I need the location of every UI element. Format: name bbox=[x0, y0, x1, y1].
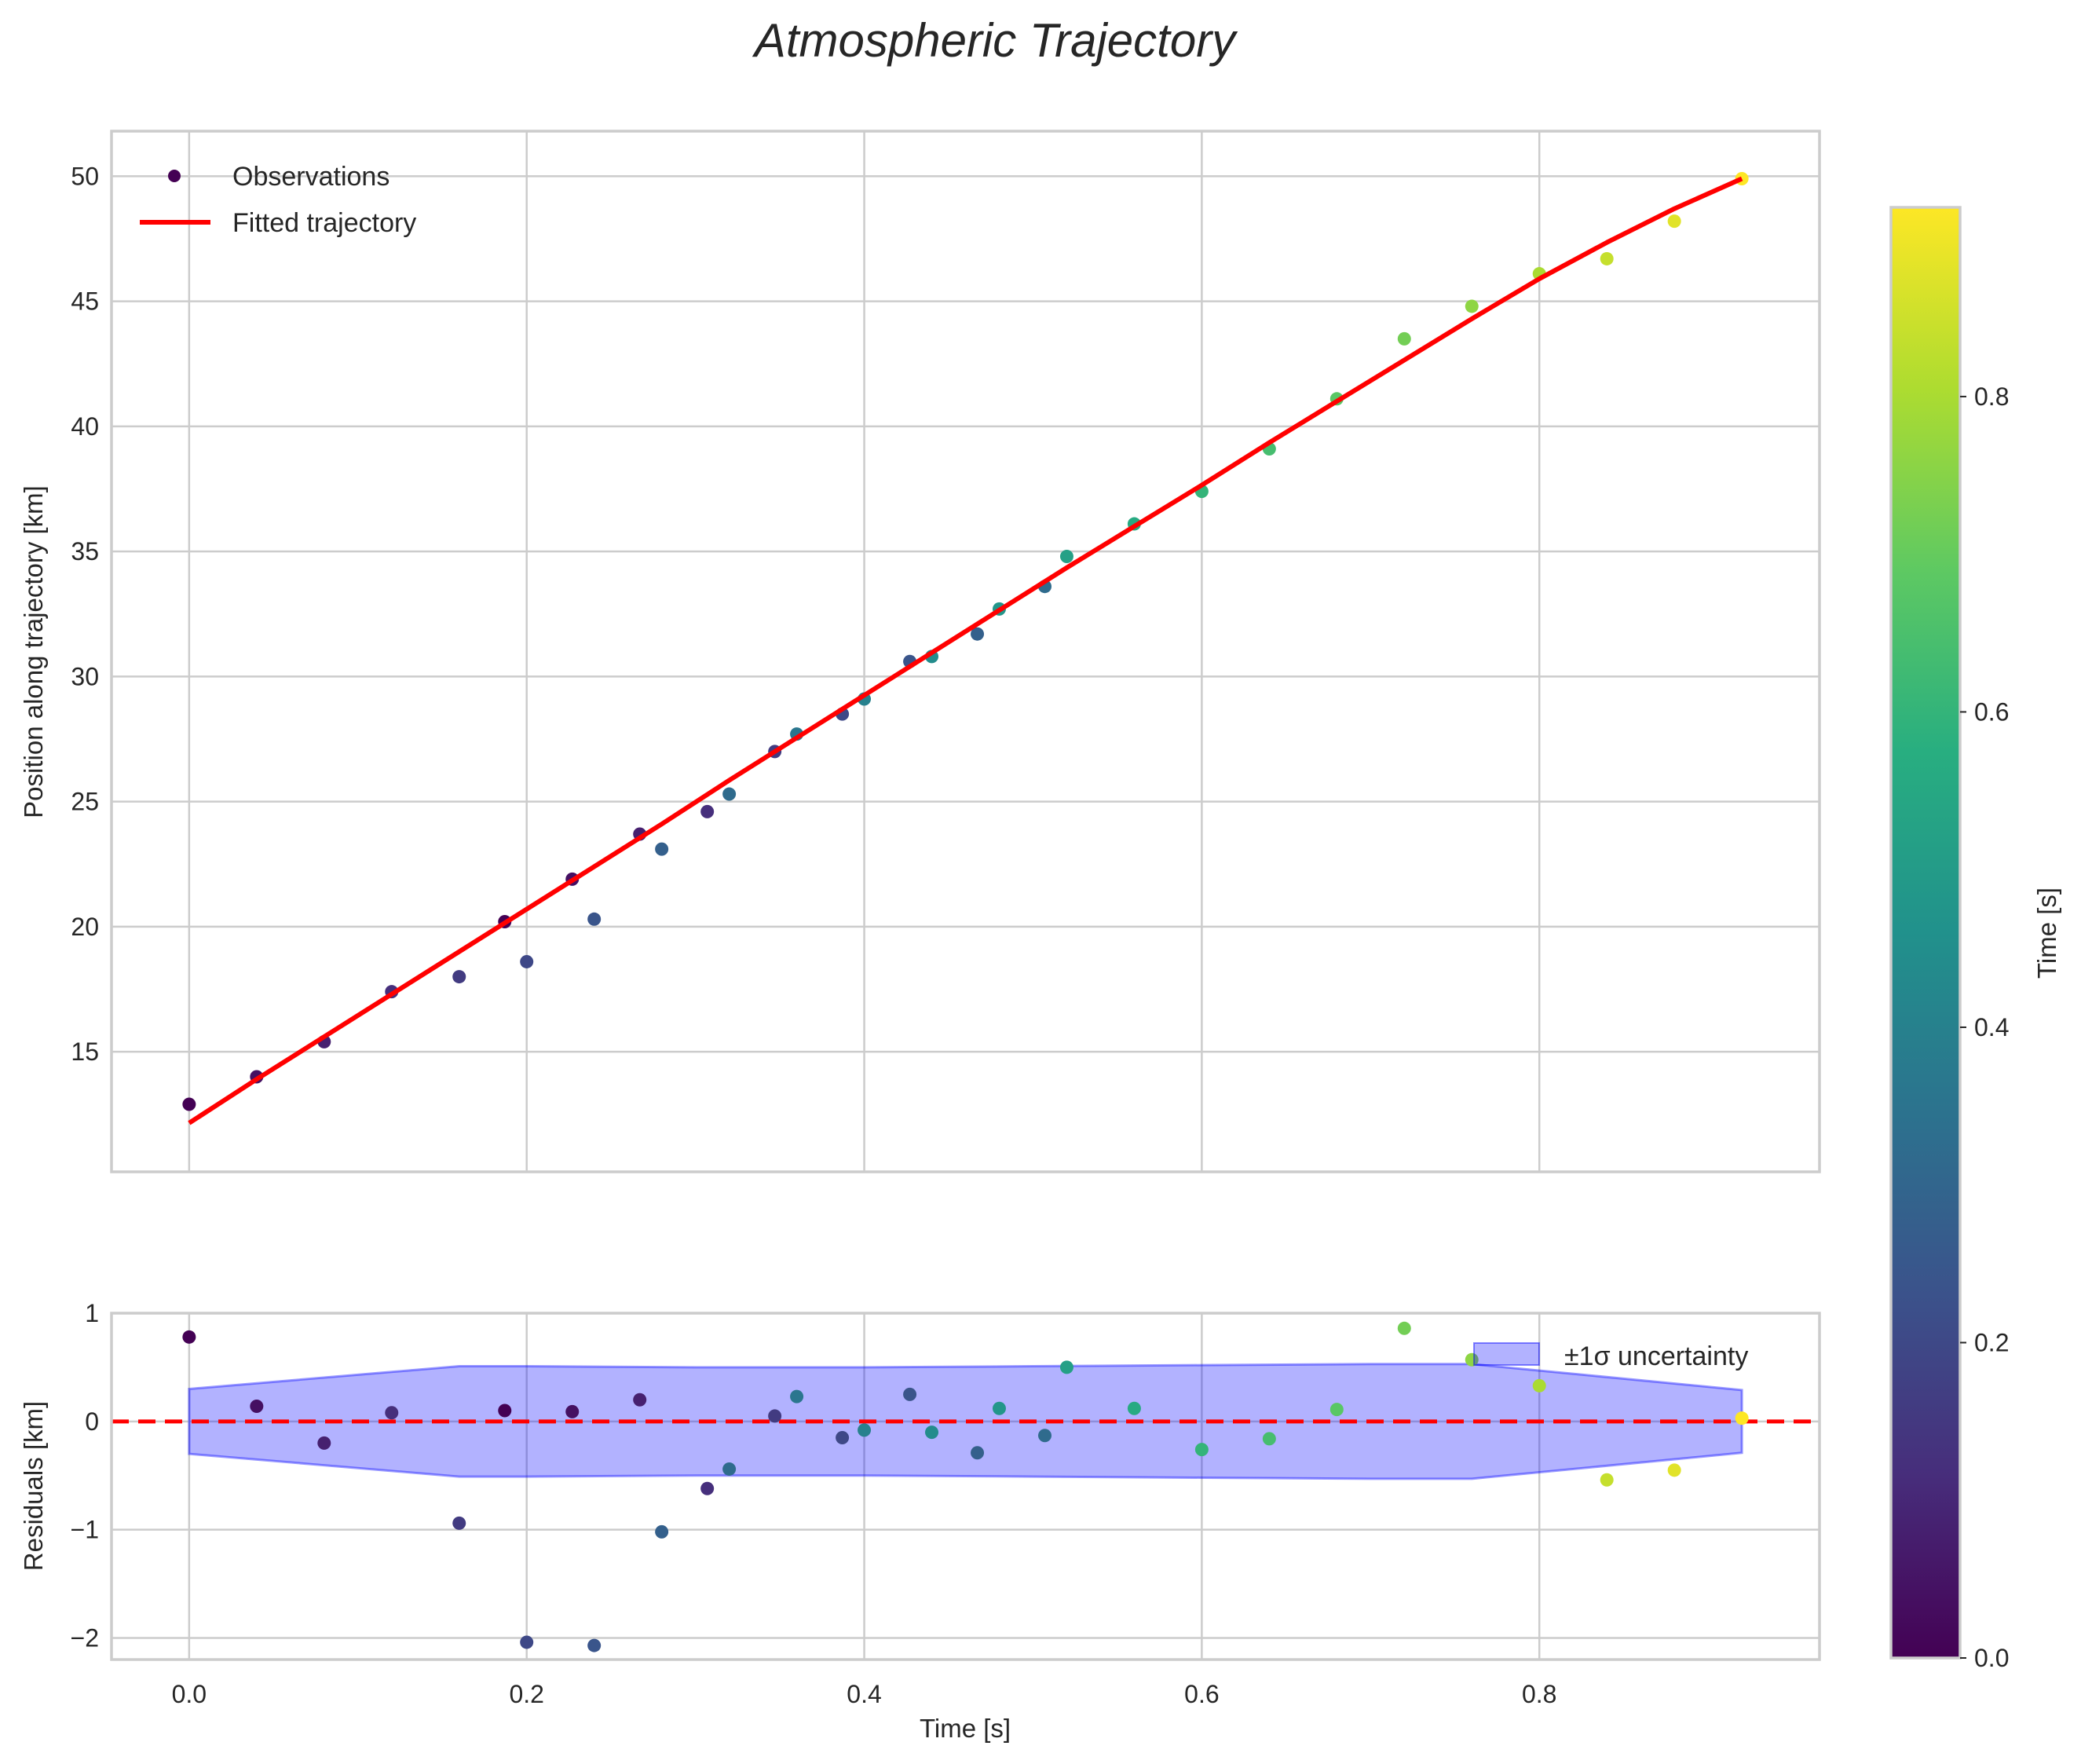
colorbar bbox=[1889, 206, 1962, 1660]
observation-point bbox=[700, 804, 715, 818]
colorbar-ticks: 0.0 0.2 0.4 0.6 0.8 bbox=[1960, 382, 2009, 1672]
observation-point bbox=[971, 627, 985, 641]
residual-point bbox=[1397, 1321, 1411, 1335]
residual-legend: ±1σ uncertainty bbox=[1473, 1341, 1748, 1371]
residual-point bbox=[1262, 1432, 1276, 1446]
residual-point bbox=[520, 1635, 534, 1649]
observation-point bbox=[1059, 549, 1073, 563]
residual-point bbox=[385, 1406, 399, 1420]
observation-point bbox=[520, 954, 534, 968]
residual-y-tick-label: 0 bbox=[85, 1407, 99, 1436]
residual-point bbox=[182, 1330, 196, 1344]
main-y-tick-label: 25 bbox=[71, 788, 99, 816]
residual-point bbox=[836, 1430, 850, 1444]
observation-point bbox=[1600, 251, 1614, 265]
residual-point bbox=[992, 1401, 1006, 1415]
main-gridlines bbox=[112, 131, 1820, 1172]
main-y-tick-label: 50 bbox=[71, 162, 99, 190]
residual-point bbox=[768, 1409, 782, 1423]
x-tick-label: 0.6 bbox=[1184, 1680, 1219, 1708]
colorbar-tick-label: 0.2 bbox=[1974, 1328, 2009, 1356]
main-y-tick-label: 15 bbox=[71, 1038, 99, 1066]
legend-uncertainty-label: ±1σ uncertainty bbox=[1564, 1341, 1748, 1371]
residual-point bbox=[655, 1524, 669, 1539]
residual-point bbox=[858, 1423, 872, 1437]
residual-axes-frame bbox=[110, 1312, 1821, 1661]
chart-title: Atmospheric Trajectory bbox=[752, 14, 1238, 67]
residual-point bbox=[722, 1462, 737, 1476]
legend-observations-marker bbox=[168, 170, 181, 182]
residual-point bbox=[498, 1404, 512, 1418]
residual-point bbox=[250, 1400, 264, 1414]
x-tick-label: 0.2 bbox=[509, 1680, 543, 1708]
residual-point bbox=[587, 1638, 602, 1652]
colorbar-tick-label: 0.6 bbox=[1974, 697, 2009, 726]
residual-point bbox=[565, 1404, 580, 1418]
colorbar-tick-label: 0.4 bbox=[1974, 1013, 2009, 1041]
residual-y-tick-label: −1 bbox=[71, 1516, 99, 1544]
observation-point bbox=[1667, 214, 1681, 229]
colorbar-tick-label: 0.8 bbox=[1974, 382, 2009, 411]
residual-y-tick-label: 1 bbox=[85, 1299, 99, 1327]
main-axes-frame bbox=[110, 130, 1821, 1173]
residual-point bbox=[1329, 1403, 1344, 1417]
observation-point bbox=[655, 842, 669, 856]
residual-gridlines bbox=[112, 1312, 1820, 1660]
observation-point bbox=[1465, 299, 1479, 313]
residual-point bbox=[903, 1387, 917, 1401]
observation-point bbox=[1397, 331, 1411, 346]
data-marks bbox=[112, 172, 1820, 1652]
fitted-trajectory-line bbox=[188, 176, 1743, 1125]
residual-point bbox=[1038, 1429, 1052, 1443]
main-legend: Observations Fitted trajectory bbox=[140, 162, 416, 238]
residual-point bbox=[1465, 1352, 1479, 1367]
observation-point bbox=[722, 787, 737, 801]
residual-point bbox=[1194, 1443, 1209, 1457]
main-y-tick-label: 40 bbox=[71, 412, 99, 441]
uncertainty-band-layer bbox=[188, 1363, 1743, 1480]
observation-point bbox=[452, 970, 466, 984]
legend-observations-label: Observations bbox=[232, 162, 390, 192]
residual-point bbox=[971, 1446, 985, 1460]
residual-y-tick-label: −2 bbox=[71, 1623, 99, 1652]
colorbar-tick-label: 0.0 bbox=[1974, 1644, 2009, 1672]
x-tick-label: 0.4 bbox=[847, 1680, 881, 1708]
residual-point bbox=[317, 1436, 331, 1450]
residual-point bbox=[1667, 1463, 1681, 1477]
colorbar-label: Time [s] bbox=[2032, 887, 2061, 979]
residual-point bbox=[1532, 1378, 1546, 1393]
main-y-tick-label: 45 bbox=[71, 287, 99, 316]
residual-point bbox=[790, 1389, 804, 1404]
x-tick-label: 0.0 bbox=[172, 1680, 207, 1708]
x-axis-label: Time [s] bbox=[920, 1714, 1011, 1743]
residual-point bbox=[1600, 1473, 1614, 1487]
residual-point bbox=[1127, 1401, 1141, 1415]
residual-point bbox=[452, 1516, 466, 1530]
main-y-tick-label: 20 bbox=[71, 913, 99, 941]
observation-point bbox=[587, 912, 602, 926]
main-y-tick-label: 30 bbox=[71, 662, 99, 690]
residual-point bbox=[1059, 1360, 1073, 1374]
residual-point bbox=[700, 1481, 715, 1495]
residual-point bbox=[1735, 1411, 1749, 1425]
tick-labels: 0.0 0.2 0.4 0.6 0.8 15 20 25 30 35 40 45 50 1 0 −1 −2 bbox=[71, 162, 1557, 1708]
x-tick-label: 0.8 bbox=[1522, 1680, 1556, 1708]
main-y-tick-label: 35 bbox=[71, 537, 99, 565]
legend-uncertainty-swatch bbox=[1473, 1342, 1540, 1366]
observation-point bbox=[182, 1097, 196, 1111]
residual-point bbox=[633, 1393, 647, 1407]
uncertainty-band bbox=[188, 1363, 1743, 1480]
residual-y-axis-label: Residuals [km] bbox=[19, 1401, 48, 1571]
main-y-axis-label: Position along trajectory [km] bbox=[19, 485, 48, 818]
legend-fitted-label: Fitted trajectory bbox=[232, 208, 416, 238]
residual-point bbox=[925, 1425, 939, 1440]
